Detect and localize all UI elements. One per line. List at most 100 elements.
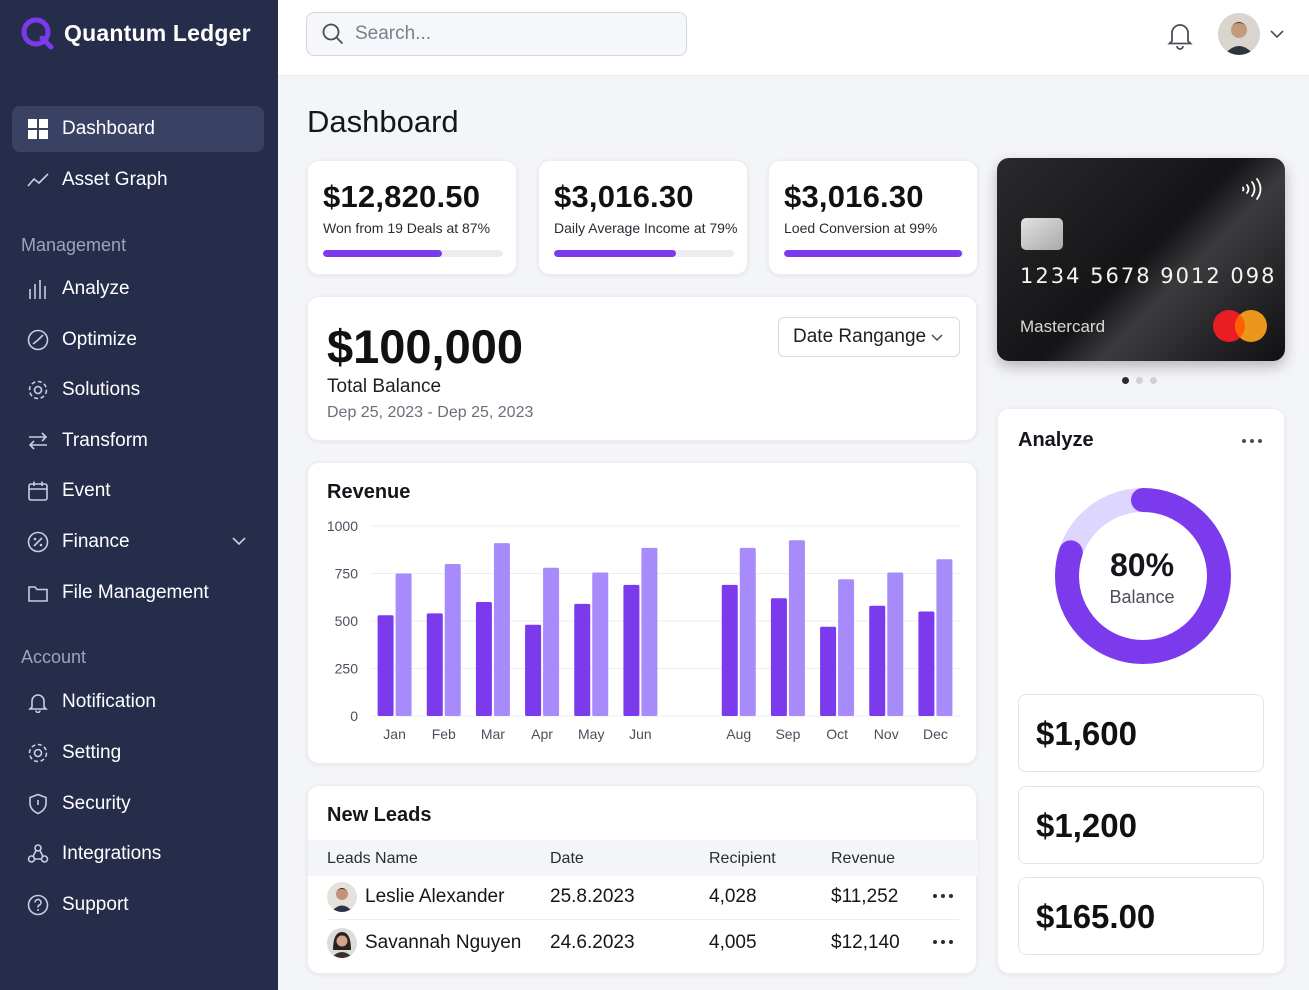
date-range-text: Dep 25, 2023 - Dep 25, 2023 (327, 404, 534, 421)
sidebar-item-finance[interactable]: Finance (12, 519, 264, 565)
card-chip-icon (1021, 218, 1063, 250)
sidebar-item-support[interactable]: Support (12, 882, 264, 928)
balance-donut-chart (1055, 488, 1231, 664)
column-header-date[interactable]: Date (550, 850, 584, 867)
sidebar-item-label: Security (62, 793, 131, 814)
column-header-leads-name[interactable]: Leads Name (327, 850, 418, 867)
stat-progress-bar (554, 250, 734, 257)
credit-card[interactable]: 1234 5678 9012 098 Mastercard (997, 158, 1285, 361)
contactless-icon (1242, 178, 1262, 200)
donut-percent: 80% (1109, 547, 1175, 583)
quantum-logo-icon (21, 17, 54, 50)
chevron-down-icon[interactable] (1268, 25, 1286, 43)
sidebar-item-label: Solutions (62, 379, 141, 400)
bar-series-2 (444, 564, 461, 716)
carousel-dot[interactable] (1136, 377, 1143, 384)
revenue-title: Revenue (327, 481, 411, 503)
bar-series-2 (838, 579, 855, 716)
y-tick-label: 250 (335, 661, 359, 677)
section-title-account: Account (21, 647, 87, 667)
notification-bell-icon[interactable] (1166, 20, 1194, 50)
sidebar-item-analyze[interactable]: Analyze (12, 266, 264, 312)
bar-series-2 (493, 543, 510, 716)
x-tick-label: May (578, 726, 604, 742)
bar-series-1 (820, 626, 837, 716)
sidebar-item-label: Optimize (62, 329, 137, 350)
sidebar-item-security[interactable]: Security (12, 781, 264, 827)
stat-progress-bar (323, 250, 503, 257)
table-row[interactable]: Savannah Nguyen 24.6.2023 4,005 $12,140 (308, 920, 978, 966)
app-name: Quantum Ledger (64, 19, 251, 46)
amount-card[interactable]: $165.00 (1018, 877, 1264, 955)
stat-card-conversion: $3,016.30 Loed Conversion at 99% (768, 160, 978, 275)
gear-icon (26, 741, 50, 765)
carousel-dot[interactable] (1122, 377, 1129, 384)
avatar (327, 882, 357, 912)
bar-series-1 (426, 613, 443, 716)
column-header-revenue[interactable]: Revenue (831, 850, 896, 867)
stat-value: $3,016.30 (554, 179, 694, 214)
new-leads-title: New Leads (327, 804, 432, 826)
x-tick-label: Jun (629, 726, 652, 742)
search-icon (322, 23, 343, 44)
sidebar-item-notification[interactable]: Notification (12, 679, 264, 725)
lead-name: Leslie Alexander (365, 886, 505, 907)
stat-progress-fill (323, 250, 442, 257)
more-options-icon[interactable] (931, 886, 955, 906)
gauge-icon (26, 328, 50, 352)
sidebar-item-solutions[interactable]: Solutions (12, 367, 264, 413)
y-tick-label: 1000 (327, 518, 358, 534)
amount-value: $1,600 (1036, 715, 1137, 752)
stat-subtitle: Loed Conversion at 99% (784, 220, 938, 236)
donut-label: Balance (1109, 587, 1175, 607)
bar-series-2 (887, 572, 904, 716)
sidebar-item-event[interactable]: Event (12, 468, 264, 514)
sidebar-item-setting[interactable]: Setting (12, 730, 264, 776)
sidebar-item-transform[interactable]: Transform (12, 418, 264, 464)
column-header-recipient[interactable]: Recipient (709, 850, 776, 867)
bar-series-1 (869, 605, 886, 716)
lead-recipient: 4,028 (709, 886, 757, 907)
sidebar-item-asset-graph[interactable]: Asset Graph (12, 157, 264, 203)
sidebar-item-dashboard[interactable]: Dashboard (12, 106, 264, 152)
x-tick-label: Aug (726, 726, 751, 742)
more-options-icon[interactable] (1240, 433, 1264, 449)
sidebar-item-file-management[interactable]: File Management (12, 570, 264, 616)
chevron-down-icon[interactable] (230, 532, 248, 550)
x-tick-label: Feb (432, 726, 456, 742)
total-balance-card: $100,000 Total Balance Dep 25, 2023 - De… (307, 296, 977, 441)
card-carousel-dots (1122, 377, 1157, 384)
total-balance-value: $100,000 (327, 320, 524, 373)
bell-icon (26, 690, 50, 714)
amount-card[interactable]: $1,200 (1018, 786, 1264, 864)
brand[interactable]: Quantum Ledger (20, 16, 251, 50)
analyze-card: Analyze 80% Balance $1,600 $1,200 $165.0… (997, 408, 1285, 974)
more-options-icon[interactable] (931, 932, 955, 952)
integrations-icon (26, 842, 50, 866)
y-tick-label: 500 (335, 613, 359, 629)
stat-subtitle: Daily Average Income at 79% (554, 220, 738, 236)
bar-series-2 (936, 559, 953, 716)
table-row[interactable]: Leslie Alexander 25.8.2023 4,028 $11,252 (308, 874, 978, 920)
carousel-dot[interactable] (1150, 377, 1157, 384)
folder-icon (26, 581, 50, 605)
revenue-card: Revenue 0 250 500 750 1000 Jan Feb Mar Apr May Jun… (307, 462, 977, 764)
date-range-dropdown[interactable]: Date Rangange (778, 317, 960, 357)
stat-card-deals: $12,820.50 Won from 19 Deals at 87% (307, 160, 517, 275)
sidebar-item-label: Integrations (62, 843, 162, 864)
user-avatar-image (1218, 13, 1260, 55)
avatar (327, 928, 357, 958)
user-avatar[interactable] (1218, 13, 1260, 55)
sidebar-item-label: Support (62, 894, 129, 915)
search-input[interactable] (355, 23, 675, 45)
sidebar-item-optimize[interactable]: Optimize (12, 317, 264, 363)
bar-series-2 (592, 572, 609, 716)
lead-name: Savannah Nguyen (365, 932, 522, 953)
sidebar: Quantum Ledger Dashboard Asset Graph Man… (0, 0, 278, 990)
amount-value: $1,200 (1036, 807, 1137, 844)
stat-value: $12,820.50 (323, 179, 481, 214)
sidebar-item-integrations[interactable]: Integrations (12, 831, 264, 877)
date-range-dropdown-label: Date Rangange (793, 326, 927, 347)
search-box[interactable] (306, 12, 687, 56)
amount-card[interactable]: $1,600 (1018, 694, 1264, 772)
